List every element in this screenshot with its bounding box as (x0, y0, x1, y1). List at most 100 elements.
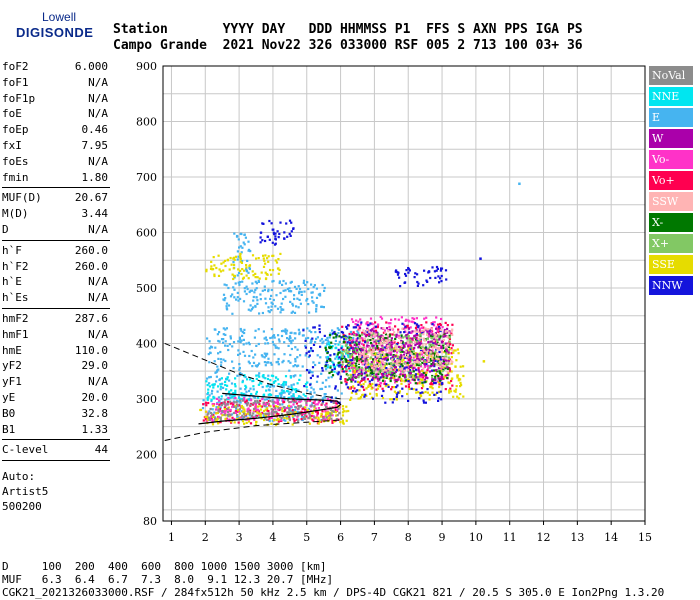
echo-point (416, 353, 419, 356)
echo-point (433, 333, 436, 336)
echo-point (390, 362, 393, 365)
echo-point (211, 415, 215, 418)
echo-point (435, 334, 438, 337)
echo-point (254, 410, 257, 413)
echo-point (207, 391, 210, 394)
echo-point (218, 403, 221, 406)
echo-point (415, 330, 418, 333)
echo-point (281, 403, 284, 406)
echo-point (212, 256, 215, 259)
echo-point (403, 342, 406, 345)
echo-point (446, 342, 449, 345)
echo-point (365, 365, 368, 369)
echo-point (243, 328, 246, 331)
echo-point (208, 347, 211, 350)
echo-point (298, 378, 301, 381)
echo-point (372, 332, 375, 335)
echo-point (403, 369, 406, 372)
echo-point (452, 351, 455, 354)
echo-point (413, 360, 416, 364)
param-name: MUF(D) (2, 191, 42, 205)
echo-point (408, 387, 411, 391)
echo-point (280, 308, 283, 311)
echo-point (437, 356, 440, 359)
echo-point (407, 399, 410, 402)
echo-point (405, 342, 408, 345)
echo-point (408, 365, 411, 368)
echo-point (227, 396, 230, 400)
echo-point (392, 340, 395, 343)
echo-point (278, 280, 281, 283)
echo-point (202, 399, 205, 402)
echo-point (374, 329, 378, 332)
echo-point (356, 337, 359, 340)
echo-point (206, 377, 209, 380)
echo-point (456, 374, 459, 377)
echo-point (437, 348, 440, 351)
echo-point (312, 286, 315, 289)
echo-point (393, 334, 396, 337)
echo-point (329, 358, 332, 361)
echo-point (248, 343, 251, 346)
echo-point (436, 391, 439, 394)
echo-point (433, 270, 436, 273)
echo-point (334, 332, 337, 335)
echo-point (284, 383, 287, 386)
logo-line1: Lowell (42, 10, 77, 24)
echo-point (433, 342, 436, 345)
echo-point (217, 254, 220, 257)
echo-point (361, 342, 364, 345)
echo-point (235, 410, 239, 413)
echo-point (428, 345, 431, 348)
echo-point (402, 346, 405, 349)
echo-point (345, 373, 348, 376)
echo-point (310, 404, 313, 407)
echo-point (252, 402, 255, 405)
echo-point (270, 305, 273, 308)
echo-point (415, 334, 418, 337)
echo-point (411, 330, 414, 333)
echo-point (444, 388, 447, 391)
isolated-echo-point (482, 360, 486, 363)
echo-point (328, 336, 331, 339)
echo-point (341, 411, 345, 414)
param-name: h`F (2, 243, 22, 257)
echo-point (271, 410, 274, 413)
echo-point (353, 373, 357, 376)
echo-point (377, 379, 380, 383)
echo-point (347, 355, 350, 359)
echo-point (232, 411, 235, 415)
echo-point (288, 219, 292, 222)
echo-point (370, 329, 373, 332)
echo-point (269, 385, 272, 388)
echo-point (397, 377, 400, 380)
echo-point (325, 348, 328, 351)
echo-point (256, 405, 259, 408)
echo-point (396, 273, 400, 276)
echo-point (270, 422, 273, 425)
echo-point (323, 395, 326, 398)
echo-point (249, 409, 252, 412)
echo-point (306, 397, 310, 400)
echo-point (370, 331, 373, 334)
x-tick-label: 8 (405, 531, 412, 544)
echo-point (365, 345, 369, 348)
echo-point (352, 375, 355, 378)
echo-point (369, 374, 372, 377)
echo-point (329, 359, 332, 362)
echo-point (349, 343, 352, 346)
echo-point (330, 346, 333, 349)
echo-point (424, 401, 427, 404)
echo-point (430, 381, 433, 384)
echo-point (341, 419, 344, 422)
echo-point (253, 416, 256, 419)
echo-point (274, 401, 278, 404)
echo-point (285, 329, 289, 332)
echo-point (429, 276, 432, 280)
echo-point (421, 381, 424, 384)
param-row: MUF(D) 20.67 (2, 191, 108, 207)
echo-point (428, 333, 431, 336)
echo-point (397, 328, 400, 331)
echo-point (267, 403, 270, 406)
echo-point (359, 349, 363, 352)
